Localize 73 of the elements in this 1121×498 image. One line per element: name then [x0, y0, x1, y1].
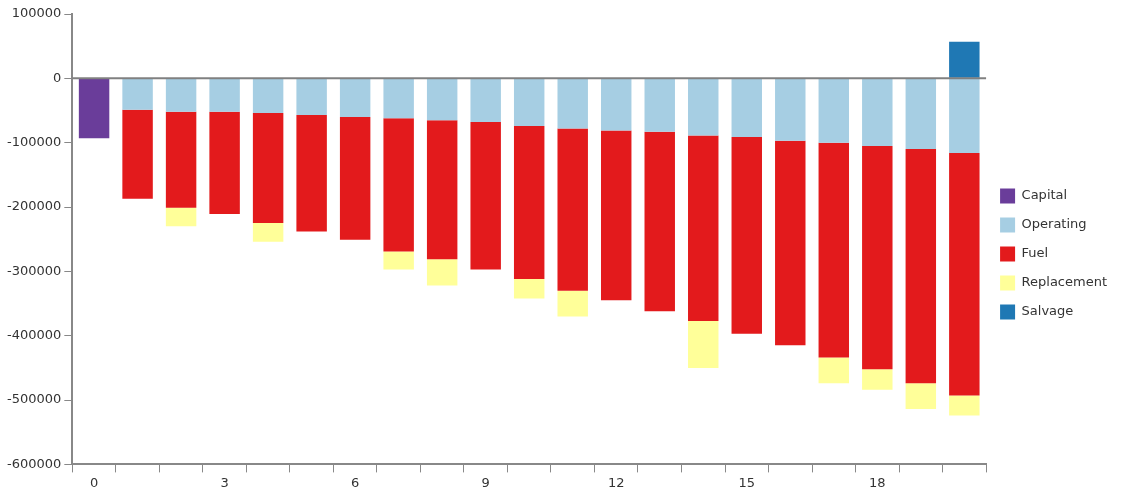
bar [426, 120, 458, 260]
bar [600, 78, 632, 131]
bar [600, 130, 632, 301]
x-tick-label: 12 [607, 474, 625, 490]
bar [949, 78, 980, 153]
legend-label: Capital [1021, 187, 1068, 203]
y-tick-label: -400000 [6, 327, 62, 343]
bar [644, 131, 675, 312]
bar [122, 109, 153, 199]
bar [949, 152, 980, 396]
bar [688, 135, 719, 321]
bar [252, 78, 284, 114]
bar [513, 125, 545, 280]
bar [470, 78, 501, 123]
legend-label: Fuel [1021, 245, 1049, 261]
bar [165, 111, 197, 208]
bar [78, 78, 110, 139]
bar [731, 136, 762, 334]
bar [862, 78, 893, 146]
bar [949, 395, 980, 416]
bar [426, 259, 458, 286]
y-tick-label: -500000 [6, 391, 62, 407]
bar [905, 383, 937, 410]
bar [209, 111, 240, 215]
y-tick-label: -600000 [6, 455, 62, 471]
bar [644, 78, 675, 132]
bar [557, 128, 588, 291]
bar [165, 78, 197, 112]
x-tick-label: 3 [220, 474, 229, 490]
bar [949, 41, 980, 78]
x-tick-label: 18 [869, 474, 886, 490]
bar [818, 357, 850, 384]
x-tick-label: 9 [481, 474, 490, 490]
bar [252, 113, 284, 224]
bar [557, 290, 588, 317]
bar [688, 320, 719, 368]
y-tick-label: -200000 [6, 198, 62, 214]
legend-label: Salvage [1021, 303, 1074, 319]
x-tick-label: 15 [738, 474, 756, 490]
x-tick-label: 6 [351, 474, 360, 490]
bar [339, 116, 371, 240]
y-tick-label: 0 [53, 69, 62, 85]
bar [905, 149, 937, 384]
bar [122, 78, 153, 110]
x-tick-label: 0 [89, 474, 99, 490]
bar [775, 140, 806, 346]
y-tick-label: -100000 [6, 134, 62, 150]
bar [252, 223, 284, 242]
bar [470, 122, 501, 270]
bar [383, 251, 414, 270]
legend-label: Operating [1021, 216, 1087, 232]
bar [426, 78, 458, 121]
legend-label: Replacement [1021, 274, 1107, 290]
y-tick-label: -300000 [6, 262, 62, 278]
bar [818, 142, 850, 358]
bar [905, 78, 937, 150]
bar [775, 78, 806, 141]
bar [209, 78, 240, 112]
bar [296, 78, 327, 116]
bar [818, 78, 850, 143]
bar [862, 145, 893, 370]
bar [339, 78, 371, 117]
bar [513, 78, 545, 126]
bar [383, 118, 414, 252]
bar [688, 78, 719, 136]
bar [296, 115, 327, 232]
bar [513, 279, 545, 299]
bar [862, 369, 893, 390]
y-tick-label: 100000 [11, 5, 62, 21]
bar [731, 78, 762, 137]
bar [383, 78, 414, 119]
bar [557, 78, 588, 129]
bar [165, 207, 197, 227]
